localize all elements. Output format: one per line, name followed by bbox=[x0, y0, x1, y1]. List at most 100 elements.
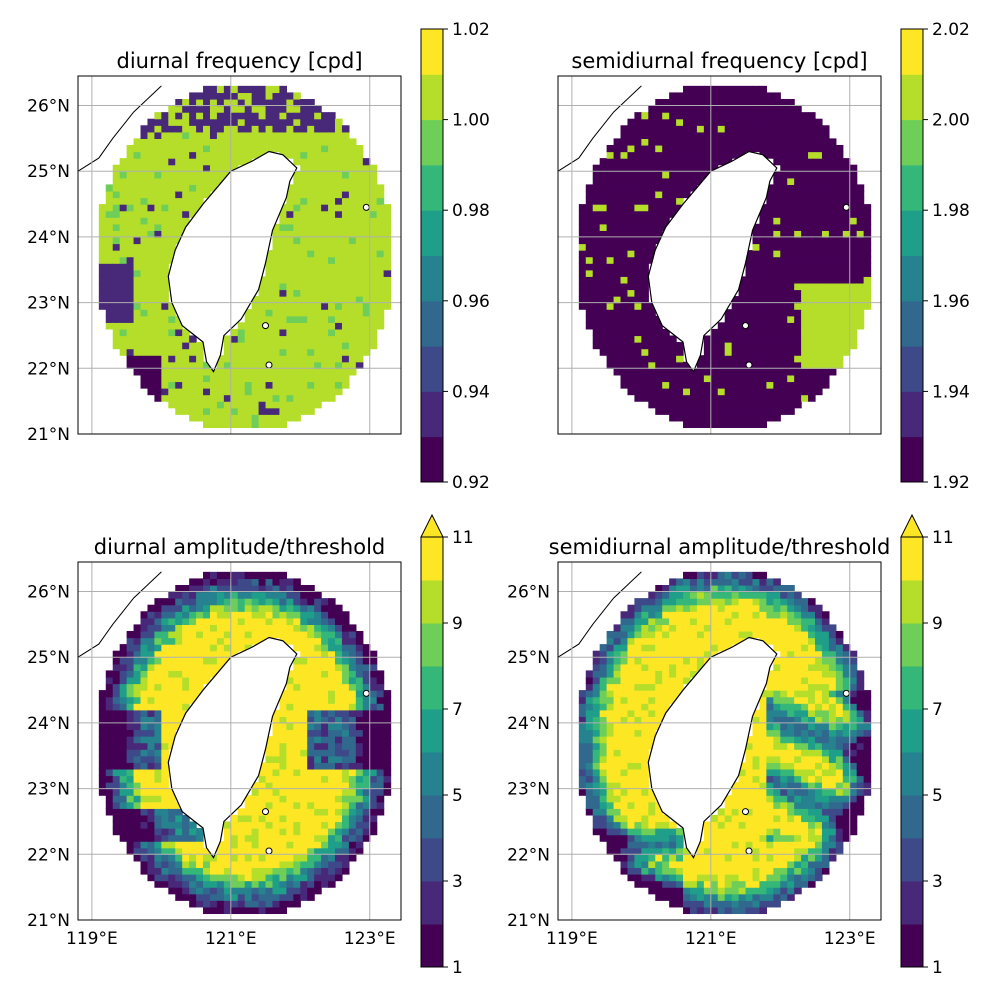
heatmap-cell bbox=[606, 722, 615, 731]
heatmap-cell bbox=[648, 217, 656, 225]
heatmap-cell bbox=[258, 296, 267, 304]
heatmap-cell bbox=[648, 663, 656, 671]
heatmap-cell bbox=[849, 296, 858, 304]
heatmap-cell bbox=[258, 860, 267, 869]
heatmap-cell bbox=[237, 887, 246, 895]
heatmap-cell bbox=[745, 381, 754, 389]
heatmap-cell bbox=[815, 348, 823, 356]
heatmap-cell bbox=[808, 151, 816, 159]
heatmap-cell bbox=[655, 591, 663, 599]
heatmap-cell bbox=[815, 355, 823, 363]
heatmap-cell bbox=[293, 217, 301, 225]
heatmap-cell bbox=[641, 302, 649, 310]
heatmap-cell bbox=[293, 782, 301, 790]
heatmap-cell bbox=[634, 164, 642, 172]
heatmap-cell bbox=[126, 223, 135, 231]
heatmap-cell bbox=[683, 92, 691, 100]
heatmap-cell bbox=[293, 361, 301, 369]
heatmap-cell bbox=[815, 315, 823, 323]
heatmap-cell bbox=[286, 696, 294, 704]
heatmap-cell bbox=[251, 361, 260, 369]
heatmap-cell bbox=[821, 328, 830, 337]
heatmap-cell bbox=[669, 887, 677, 895]
heatmap-cell bbox=[585, 755, 594, 763]
heatmap-cell bbox=[307, 401, 315, 409]
heatmap-cell bbox=[773, 348, 781, 356]
heatmap-cell bbox=[189, 407, 197, 415]
heatmap-cell bbox=[335, 190, 343, 199]
heatmap-cell bbox=[780, 374, 788, 383]
heatmap-cell bbox=[578, 775, 587, 783]
heatmap-cell bbox=[634, 834, 642, 842]
heatmap-cell bbox=[161, 269, 169, 277]
heatmap-cell bbox=[300, 223, 308, 231]
heatmap-cell bbox=[140, 250, 149, 258]
heatmap-cell bbox=[244, 880, 253, 888]
heatmap-cell bbox=[105, 322, 114, 330]
heatmap-cell bbox=[189, 834, 197, 842]
heatmap-cell bbox=[355, 151, 364, 159]
heatmap-cell bbox=[648, 611, 656, 619]
heatmap-cell bbox=[362, 282, 371, 291]
heatmap-cell bbox=[648, 617, 656, 625]
heatmap-cell bbox=[140, 184, 149, 192]
heatmap-cell bbox=[773, 282, 781, 291]
heatmap-cell bbox=[216, 578, 225, 586]
heatmap-cell bbox=[265, 867, 274, 875]
heatmap-cell bbox=[293, 210, 301, 218]
heatmap-cell bbox=[731, 131, 740, 139]
heatmap-cell bbox=[383, 762, 392, 770]
heatmap-cell bbox=[620, 348, 629, 356]
heatmap-cell bbox=[348, 223, 357, 231]
heatmap-cell bbox=[620, 854, 629, 862]
heatmap-cell bbox=[216, 151, 225, 159]
heatmap-cell bbox=[634, 624, 642, 632]
heatmap-cell bbox=[328, 762, 336, 770]
heatmap-cell bbox=[842, 250, 851, 258]
heatmap-cell bbox=[230, 394, 239, 402]
heatmap-cell bbox=[655, 322, 663, 330]
heatmap-cell bbox=[648, 650, 656, 658]
heatmap-cell bbox=[620, 670, 629, 678]
heatmap-cell bbox=[369, 650, 378, 658]
heatmap-cell bbox=[355, 190, 364, 199]
heatmap-cell bbox=[773, 407, 781, 415]
heatmap-cell bbox=[328, 617, 336, 625]
heatmap-cell bbox=[258, 328, 267, 337]
heatmap-cell bbox=[717, 407, 726, 415]
heatmap-cell bbox=[620, 177, 629, 185]
heatmap-cell bbox=[842, 171, 851, 179]
heatmap-cell bbox=[196, 854, 204, 862]
heatmap-cell bbox=[369, 335, 378, 343]
heatmap-cell bbox=[787, 322, 795, 330]
heatmap-cell bbox=[766, 361, 774, 369]
heatmap-cell bbox=[606, 296, 615, 304]
heatmap-cell bbox=[369, 197, 378, 205]
heatmap-cell bbox=[662, 880, 670, 888]
heatmap-cell bbox=[759, 394, 767, 402]
heatmap-cell bbox=[369, 696, 378, 704]
heatmap-cell bbox=[606, 841, 615, 849]
heatmap-cell bbox=[230, 112, 239, 120]
heatmap-cell bbox=[175, 164, 183, 172]
heatmap-cell bbox=[676, 407, 684, 415]
heatmap-cell bbox=[815, 236, 823, 245]
colorbar-segment bbox=[901, 300, 923, 347]
heatmap-cell bbox=[98, 289, 107, 297]
heatmap-cell bbox=[307, 729, 315, 737]
heatmap-cell bbox=[641, 158, 649, 166]
heatmap-cell bbox=[126, 696, 135, 704]
heatmap-cell bbox=[606, 210, 615, 218]
heatmap-cell bbox=[105, 775, 114, 783]
heatmap-cell bbox=[251, 841, 260, 849]
heatmap-cell bbox=[147, 164, 156, 172]
heatmap-cell bbox=[773, 374, 781, 383]
heatmap-cell bbox=[376, 269, 385, 277]
heatmap-cell bbox=[307, 374, 315, 383]
colorbar: 1.921.941.961.982.002.02 bbox=[900, 20, 970, 493]
heatmap-cell bbox=[196, 394, 204, 402]
heatmap-cell bbox=[348, 230, 357, 238]
heatmap-cell bbox=[216, 407, 225, 415]
heatmap-cell bbox=[161, 282, 169, 291]
heatmap-cell bbox=[808, 355, 816, 363]
